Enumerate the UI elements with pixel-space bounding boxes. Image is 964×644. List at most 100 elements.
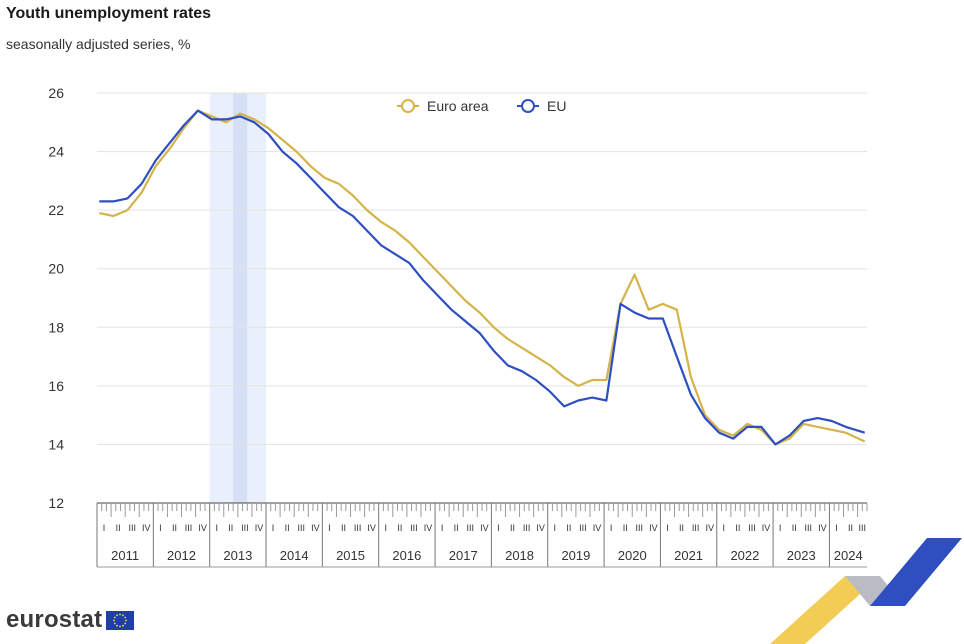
quarter-label: II (116, 523, 121, 533)
quarter-label: III (579, 523, 587, 533)
chart-title: Youth unemployment rates (6, 5, 212, 22)
quarter-label: I (384, 523, 387, 533)
chart-subtitle: seasonally adjusted series, % (6, 36, 191, 52)
y-tick-label: 26 (48, 85, 64, 101)
quarter-label: I (328, 523, 331, 533)
quarter-label: III (636, 523, 644, 533)
quarter-label: III (128, 523, 136, 533)
quarter-label: III (692, 523, 700, 533)
quarter-label: IV (480, 523, 489, 533)
quarter-label: II (848, 523, 853, 533)
quarter-label: III (410, 523, 418, 533)
year-label: 2023 (787, 548, 816, 563)
quarter-label: III (748, 523, 756, 533)
quarter-label: I (666, 523, 669, 533)
quarter-label: II (566, 523, 571, 533)
quarter-label: IV (311, 523, 320, 533)
quarter-label: II (735, 523, 740, 533)
quarter-label: I (497, 523, 500, 533)
quarter-label: IV (367, 523, 376, 533)
quarter-label: IV (762, 523, 771, 533)
legend-label: EU (547, 98, 566, 114)
quarter-label: III (354, 523, 362, 533)
quarter-label: II (679, 523, 684, 533)
quarter-label: III (805, 523, 813, 533)
quarter-label: I (103, 523, 106, 533)
year-label: 2018 (505, 548, 534, 563)
quarter-label: II (172, 523, 177, 533)
y-tick-label: 14 (48, 436, 64, 452)
year-label: 2017 (449, 548, 478, 563)
year-label: 2011 (111, 548, 139, 563)
year-label: 2014 (280, 548, 309, 563)
year-label: 2013 (223, 548, 252, 563)
legend-marker (401, 99, 415, 113)
quarter-label: IV (705, 523, 714, 533)
year-label: 2015 (336, 548, 365, 563)
eu-flag-icon (106, 610, 135, 630)
quarter-label: III (523, 523, 531, 533)
y-tick-label: 20 (48, 261, 64, 277)
year-label: 2019 (561, 548, 590, 563)
quarter-label: II (792, 523, 797, 533)
quarter-label: IV (255, 523, 264, 533)
quarter-label: III (241, 523, 249, 533)
y-tick-label: 22 (48, 202, 64, 218)
quarter-label: IV (142, 523, 151, 533)
legend[interactable]: Euro area EU (397, 98, 566, 114)
quarter-label: I (610, 523, 613, 533)
legend-label: Euro area (427, 98, 489, 114)
quarter-label: II (228, 523, 233, 533)
quarter-label: IV (593, 523, 602, 533)
series-line-eu (99, 109, 866, 446)
year-label: 2020 (618, 548, 647, 563)
eurostat-logo: eurostat (6, 606, 135, 634)
quarter-label: I (554, 523, 557, 533)
quarter-label: IV (198, 523, 207, 533)
year-label: 2016 (392, 548, 421, 563)
brand-name: eurostat (6, 606, 103, 633)
deco-blue-stripe (870, 538, 962, 606)
series-lines (99, 109, 866, 446)
quarter-label: III (859, 523, 867, 533)
y-tick-label: 18 (48, 319, 64, 335)
quarter-label: IV (424, 523, 433, 533)
year-label: 2022 (730, 548, 759, 563)
quarter-label: II (454, 523, 459, 533)
quarter-label: I (215, 523, 218, 533)
quarter-label: I (272, 523, 275, 533)
deco-gold-stripe (770, 576, 880, 644)
quarter-label: III (297, 523, 305, 533)
quarter-label: I (835, 523, 838, 533)
quarter-label: IV (649, 523, 658, 533)
legend-item-eu[interactable]: EU (517, 98, 566, 114)
quarter-label: I (441, 523, 444, 533)
quarter-label: IV (818, 523, 827, 533)
legend-marker (521, 99, 535, 113)
quarter-label: I (779, 523, 782, 533)
quarter-label: II (397, 523, 402, 533)
y-tick-label: 24 (48, 144, 64, 160)
quarter-label: II (285, 523, 290, 533)
quarter-label: II (510, 523, 515, 533)
legend-item-euro-area[interactable]: Euro area (397, 98, 489, 114)
quarter-label: IV (536, 523, 545, 533)
quarter-label: III (467, 523, 475, 533)
year-label: 2024 (834, 548, 863, 563)
year-label: 2012 (167, 548, 196, 563)
highlight-band-inner (233, 93, 248, 503)
y-tick-label: 12 (48, 495, 64, 511)
y-axis: 12 14 16 18 20 22 24 26 (48, 85, 64, 511)
quarter-label: III (185, 523, 193, 533)
quarter-label: II (623, 523, 628, 533)
quarter-label: I (723, 523, 726, 533)
quarter-label: I (159, 523, 162, 533)
quarter-label: II (341, 523, 346, 533)
highlight-band (209, 93, 267, 503)
year-label: 2021 (674, 548, 703, 563)
y-tick-label: 16 (48, 378, 64, 394)
series-line-euro-area (99, 109, 866, 446)
